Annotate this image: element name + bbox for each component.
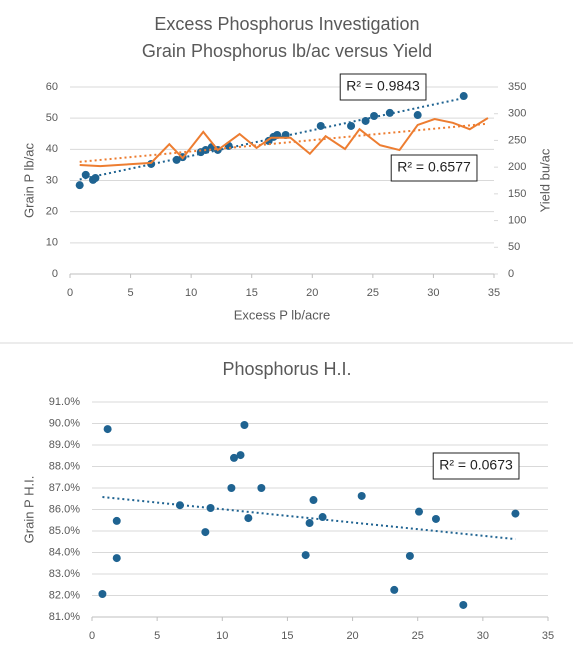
- data-point: [415, 507, 424, 516]
- y2-tick-label: 150: [508, 188, 526, 200]
- data-point: [459, 600, 468, 609]
- y-tick-label: 60: [46, 81, 58, 93]
- x-tick-label: 15: [246, 287, 258, 299]
- data-point: [511, 509, 520, 518]
- y-tick-label: 20: [46, 206, 58, 218]
- x-tick-label: 0: [89, 630, 95, 642]
- trendline: [102, 495, 516, 541]
- x-tick-label: 10: [216, 630, 228, 642]
- x-tick-label: 5: [128, 287, 134, 299]
- chart-title: Excess Phosphorus Investigation: [154, 14, 419, 34]
- annotation-box: [390, 154, 478, 182]
- data-point: [370, 111, 379, 120]
- data-point: [236, 451, 245, 460]
- y-tick-label: 50: [46, 112, 58, 124]
- data-point: [240, 421, 249, 430]
- x-tick-label: 20: [346, 630, 358, 642]
- data-point: [347, 121, 356, 130]
- x-tick-label: 30: [477, 630, 489, 642]
- y-tick-label: 87.0%: [49, 482, 80, 494]
- x-tick-label: 25: [367, 287, 379, 299]
- annotation: R² = 0.0673: [439, 457, 513, 473]
- data-point: [390, 585, 399, 594]
- data-point: [316, 121, 325, 130]
- y2-tick-label: 350: [508, 81, 526, 93]
- data-point: [309, 496, 318, 505]
- data-point: [301, 551, 310, 560]
- annotation: R² = 0.6577: [397, 159, 471, 175]
- data-point: [361, 116, 370, 125]
- y-tick-label: 88.0%: [49, 460, 80, 472]
- x-tick-label: 35: [488, 287, 500, 299]
- data-point: [357, 491, 366, 500]
- y-axis-title: Grain P H.I.: [21, 476, 36, 544]
- y-tick-label: 30: [46, 174, 58, 186]
- y-tick-label: 84.0%: [49, 546, 80, 558]
- data-point: [305, 519, 314, 528]
- data-point: [318, 513, 327, 522]
- data-point: [172, 155, 181, 164]
- x-tick-label: 25: [412, 630, 424, 642]
- data-point: [459, 92, 468, 101]
- annotation-box: [339, 73, 427, 101]
- data-point: [81, 170, 90, 179]
- data-point: [227, 484, 236, 492]
- data-point: [230, 453, 239, 462]
- y-tick-label: 10: [46, 237, 58, 249]
- y-tick-label: 86.0%: [49, 503, 80, 515]
- data-point: [75, 181, 84, 190]
- y-tick-label: 90.0%: [49, 417, 80, 429]
- data-point: [201, 528, 210, 537]
- x-tick-label: 0: [67, 287, 73, 299]
- y2-tick-label: 300: [508, 108, 526, 120]
- y-tick-label: 40: [46, 143, 58, 155]
- data-point: [385, 108, 394, 117]
- annotation-box: [432, 452, 520, 480]
- y2-tick-label: 200: [508, 161, 526, 173]
- x-tick-label: 5: [154, 630, 160, 642]
- data-point: [91, 174, 100, 183]
- data-point: [431, 514, 440, 523]
- y-axis-title: Grain P lb/ac: [21, 143, 36, 218]
- data-point: [405, 551, 414, 560]
- chart-subtitle: Grain Phosphorus lb/ac versus Yield: [142, 41, 432, 61]
- y-tick-label: 0: [52, 268, 58, 280]
- series-line: [79, 117, 489, 168]
- x-tick-label: 20: [306, 287, 318, 299]
- y2-tick-label: 250: [508, 134, 526, 146]
- data-point: [98, 589, 107, 598]
- data-point: [112, 516, 121, 525]
- data-point: [413, 111, 422, 120]
- x-axis-title: Excess P lb/acre: [234, 307, 331, 322]
- y-tick-label: 91.0%: [49, 396, 80, 408]
- annotation: R² = 0.9843: [346, 78, 420, 94]
- y-tick-label: 81.0%: [49, 611, 80, 623]
- chart-title: Phosphorus H.I.: [222, 359, 351, 379]
- data-point: [206, 503, 215, 512]
- y2-axis-title: Yield bu/ac: [537, 148, 552, 212]
- data-point: [244, 514, 253, 523]
- y2-tick-label: 100: [508, 214, 526, 226]
- y-tick-label: 83.0%: [49, 568, 80, 580]
- data-point: [112, 554, 121, 563]
- data-point: [175, 501, 184, 510]
- x-tick-label: 10: [185, 287, 197, 299]
- y-tick-label: 82.0%: [49, 589, 80, 601]
- x-tick-label: 30: [427, 287, 439, 299]
- x-tick-label: 35: [542, 630, 554, 642]
- y-tick-label: 89.0%: [49, 439, 80, 451]
- data-point: [257, 484, 266, 492]
- data-point: [103, 425, 112, 434]
- x-tick-label: 15: [281, 630, 293, 642]
- y2-tick-label: 50: [508, 241, 520, 253]
- y2-tick-label: 0: [508, 268, 514, 280]
- trendline: [79, 122, 489, 163]
- y-tick-label: 85.0%: [49, 525, 80, 537]
